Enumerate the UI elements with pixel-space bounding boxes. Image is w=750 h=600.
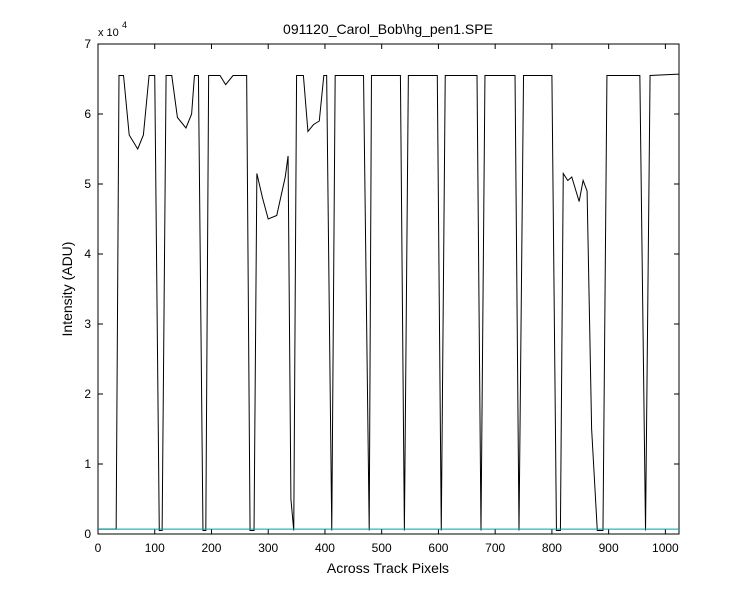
- x-tick-label: 900: [599, 541, 619, 555]
- y-multiplier-exponent: 4: [122, 20, 127, 30]
- y-tick-label: 7: [84, 37, 91, 51]
- x-axis-label: Across Track Pixels: [327, 560, 449, 576]
- x-tick-label: 500: [372, 541, 392, 555]
- x-tick-label: 700: [485, 541, 505, 555]
- y-tick-label: 6: [84, 107, 91, 121]
- x-tick-label: 100: [145, 541, 165, 555]
- y-tick-label: 4: [84, 247, 91, 261]
- line-series: [98, 73, 680, 531]
- y-tick-label: 0: [84, 527, 91, 541]
- y-tick-label: 3: [84, 317, 91, 331]
- x-tick-label: 600: [428, 541, 448, 555]
- plot-box: [97, 43, 680, 535]
- x-tick-label: 300: [258, 541, 278, 555]
- x-tick-label: 800: [542, 541, 562, 555]
- x-tick-label: 400: [315, 541, 335, 555]
- y-axis-label: Intensity (ADU): [59, 242, 75, 337]
- y-tick-label: 5: [84, 177, 91, 191]
- chart-title: 091120_Carol_Bob\hg_pen1.SPE: [283, 21, 493, 37]
- x-tick-label: 200: [201, 541, 221, 555]
- x-tick-label: 1000: [652, 541, 679, 555]
- y-tick-label: 2: [84, 387, 91, 401]
- y-multiplier: x 10: [98, 27, 119, 39]
- x-tick-label: 0: [95, 541, 102, 555]
- y-tick-label: 1: [84, 457, 91, 471]
